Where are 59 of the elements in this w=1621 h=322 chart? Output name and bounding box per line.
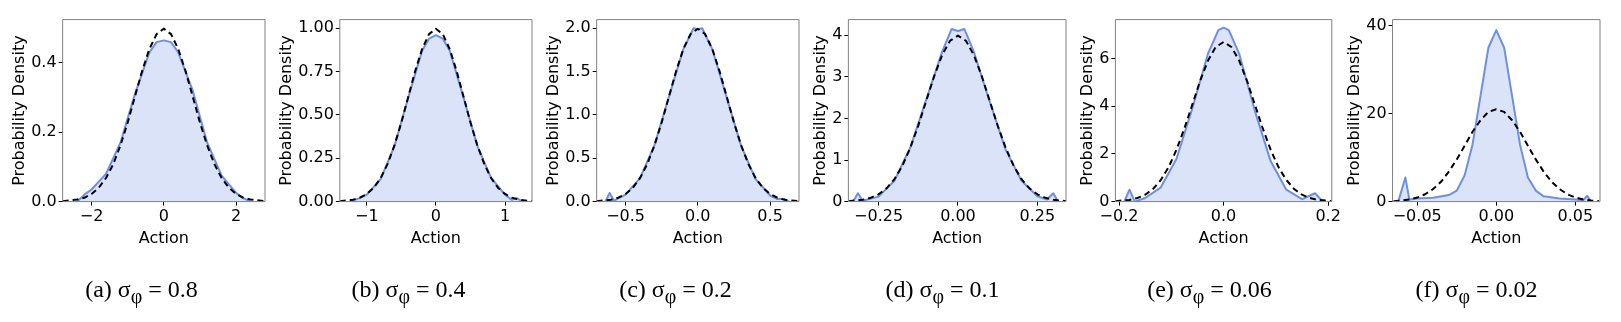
x-tick-label: −0.05 [1392,206,1442,226]
y-tick-label: 0.2 [31,121,57,141]
y-tick-label: 1.00 [298,17,334,37]
x-tick-label: −0.5 [606,206,645,226]
text: (f) σ$_{φ}$ = 0.02 [1414,276,1539,308]
y-axis-title: Probability Density [275,35,295,186]
y-tick-label: 0.75 [298,60,334,80]
x-tick-label: −0.25 [854,206,904,226]
x-axis-title: Action [1471,227,1522,247]
text: (d) σ$_{φ}$ = 0.1 [884,276,1001,308]
y-axis-title: Probability Density [1076,35,1096,186]
text: (a) σ$_{φ}$ = 0.8 [84,276,199,308]
x-tick-label: 0 [430,206,442,226]
x-axis-title: Action [410,227,461,247]
x-axis-title: Action [672,227,723,247]
x-tick-label: 0.0 [685,206,711,226]
y-tick-label: 6 [1099,47,1110,67]
y-axis-title: Probability Density [542,35,562,186]
x-tick-label: 0.00 [1478,206,1515,226]
y-tick-label: 0.50 [298,104,334,124]
y-tick-label: 4 [832,24,843,44]
x-tick-label: 1 [499,206,511,226]
x-tick-label: 0.2 [1315,206,1341,226]
y-tick-label: 40 [1366,14,1387,34]
y-axis-title: Probability Density [8,35,28,186]
y-tick-label: 0.25 [298,147,334,167]
text: (e) σ$_{φ}$ = 0.06 [1146,276,1273,308]
y-tick-label: 0 [832,190,843,210]
y-tick-label: 1.5 [565,60,591,80]
y-tick-label: 2.0 [565,17,591,37]
x-tick-label: 0.00 [940,206,976,226]
y-tick-label: 0.00 [298,190,334,210]
text: (b) σ$_{φ}$ = 0.4 [350,276,467,308]
y-tick-label: 4 [1099,95,1110,115]
x-tick-label: 0 [158,206,169,226]
y-tick-label: 1.0 [565,104,591,124]
x-tick-label: 2 [231,206,242,226]
y-tick-label: 2 [832,107,843,127]
x-axis-title: Action [1198,227,1249,247]
x-tick-label: 0.05 [1557,206,1594,226]
y-tick-label: 1 [832,149,843,169]
x-tick-label: 0.5 [757,206,783,226]
x-tick-label: 0.0 [1210,206,1237,226]
y-tick-label: 0.5 [565,147,591,167]
y-tick-label: 20 [1366,102,1387,122]
y-tick-label: 3 [832,65,843,85]
y-tick-label: 2 [1099,143,1110,163]
x-tick-label: 0.25 [1019,206,1056,226]
y-tick-label: 0.4 [31,52,57,72]
y-axis-title: Probability Density [809,35,829,186]
y-tick-label: 0 [1376,190,1387,210]
x-axis-title: Action [932,227,983,247]
x-tick-label: −1 [354,206,379,226]
text: (c) σ$_{φ}$ = 0.2 [618,276,733,308]
x-axis-title: Action [138,227,189,247]
x-tick-label: −2 [79,206,104,226]
y-tick-label: 0.0 [565,190,591,210]
y-tick-label: 0.0 [31,190,57,210]
y-axis-title: Probability Density [1343,35,1363,186]
